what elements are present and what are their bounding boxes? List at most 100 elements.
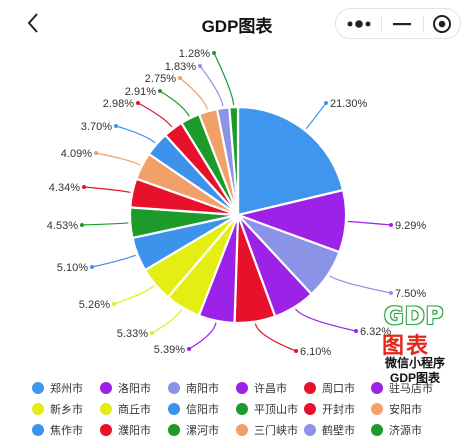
leader-dot-18 bbox=[212, 51, 216, 55]
mini-program-capsule bbox=[335, 8, 461, 39]
legend-marker-12 bbox=[371, 403, 383, 415]
leader-dot-8 bbox=[112, 302, 116, 306]
legend-item-3[interactable]: 南阳市 bbox=[168, 381, 219, 395]
legend-marker-2 bbox=[100, 382, 112, 394]
data-label-15: 2.91% bbox=[125, 86, 156, 98]
legend-item-14[interactable]: 濮阳市 bbox=[100, 423, 151, 437]
minimize-icon bbox=[393, 22, 411, 25]
legend-label-7: 新乡市 bbox=[50, 402, 83, 416]
logo-subtitle-line1: 微信小程序 bbox=[384, 356, 445, 370]
legend-item-9[interactable]: 信阳市 bbox=[168, 402, 219, 416]
data-label-1: 21.30% bbox=[330, 98, 368, 110]
legend-marker-8 bbox=[100, 403, 112, 415]
leader-dot-9 bbox=[90, 265, 94, 269]
leader-line-6 bbox=[188, 322, 217, 350]
data-label-17: 1.83% bbox=[165, 61, 196, 73]
legend-marker-3 bbox=[168, 382, 180, 394]
logo-subtitle-line2: GDP图表 bbox=[389, 371, 440, 385]
legend-label-16: 三门峡市 bbox=[254, 423, 298, 437]
legend-label-14: 濮阳市 bbox=[118, 423, 151, 437]
leader-line-9 bbox=[91, 254, 136, 268]
legend-marker-11 bbox=[304, 403, 316, 415]
legend-marker-4 bbox=[236, 382, 248, 394]
leader-line-13 bbox=[115, 125, 156, 144]
data-label-6: 5.39% bbox=[154, 344, 185, 356]
data-label-10: 4.53% bbox=[47, 220, 78, 232]
legend-item-7[interactable]: 新乡市 bbox=[32, 402, 83, 416]
legend-label-2: 洛阳市 bbox=[118, 381, 151, 395]
data-label-11: 4.34% bbox=[49, 182, 80, 194]
legend-item-17[interactable]: 鹤壁市 bbox=[304, 423, 355, 437]
legend-item-4[interactable]: 许昌市 bbox=[236, 381, 287, 395]
leader-dot-1 bbox=[324, 101, 328, 105]
logo-gdp-text: GDP bbox=[384, 302, 445, 330]
legend-label-6: 驻马店市 bbox=[389, 381, 433, 395]
leader-dot-4 bbox=[354, 329, 358, 333]
leader-line-16 bbox=[179, 77, 208, 110]
leader-line-4 bbox=[294, 308, 357, 332]
legend-label-9: 信阳市 bbox=[186, 402, 219, 416]
legend-label-11: 开封市 bbox=[322, 402, 355, 416]
leader-dot-13 bbox=[114, 124, 118, 128]
legend-marker-1 bbox=[32, 382, 44, 394]
legend-marker-13 bbox=[32, 424, 44, 436]
leader-dot-12 bbox=[94, 151, 98, 155]
leader-line-14 bbox=[137, 102, 173, 128]
leader-line-8 bbox=[113, 285, 155, 305]
legend-marker-15 bbox=[168, 424, 180, 436]
record-circle-icon bbox=[433, 14, 451, 33]
pie-slice-1[interactable] bbox=[236, 105, 345, 217]
legend-marker-5 bbox=[304, 382, 316, 394]
legend-item-18[interactable]: 济源市 bbox=[371, 423, 422, 437]
legend-label-4: 许昌市 bbox=[254, 381, 287, 395]
more-button[interactable] bbox=[339, 9, 379, 38]
legend-marker-10 bbox=[236, 403, 248, 415]
legend-item-5[interactable]: 周口市 bbox=[304, 381, 355, 395]
legend-item-11[interactable]: 开封市 bbox=[304, 402, 355, 416]
leader-line-17 bbox=[199, 65, 224, 107]
data-label-3: 7.50% bbox=[395, 288, 426, 300]
legend-item-1[interactable]: 郑州市 bbox=[32, 381, 83, 395]
leader-dot-10 bbox=[80, 223, 84, 227]
leader-line-2 bbox=[347, 220, 392, 226]
data-label-5: 6.10% bbox=[300, 346, 331, 358]
leader-dot-6 bbox=[187, 347, 191, 351]
leader-line-1 bbox=[305, 102, 327, 130]
legend-label-3: 南阳市 bbox=[186, 381, 219, 395]
leader-line-10 bbox=[81, 222, 129, 226]
legend-label-1: 郑州市 bbox=[50, 381, 83, 395]
legend-item-6[interactable]: 驻马店市 bbox=[371, 381, 433, 395]
legend-marker-16 bbox=[236, 424, 248, 436]
minimize-button[interactable] bbox=[382, 9, 422, 38]
leader-dot-15 bbox=[158, 89, 162, 93]
leader-dot-3 bbox=[389, 291, 393, 295]
legend-item-2[interactable]: 洛阳市 bbox=[100, 381, 151, 395]
legend-label-17: 鹤壁市 bbox=[322, 423, 355, 437]
data-label-7: 5.33% bbox=[117, 328, 148, 340]
legend-marker-18 bbox=[371, 424, 383, 436]
legend-item-12[interactable]: 安阳市 bbox=[371, 402, 422, 416]
legend-marker-17 bbox=[304, 424, 316, 436]
leader-line-11 bbox=[83, 186, 131, 194]
more-dots-icon bbox=[347, 19, 371, 28]
pie-slices bbox=[128, 105, 348, 325]
legend-item-8[interactable]: 商丘市 bbox=[100, 402, 151, 416]
leader-dot-17 bbox=[198, 64, 202, 68]
data-label-12: 4.09% bbox=[61, 148, 92, 160]
pie-slice-18[interactable] bbox=[228, 105, 240, 216]
legend-marker-7 bbox=[32, 403, 44, 415]
leader-line-15 bbox=[159, 90, 190, 117]
legend-marker-9 bbox=[168, 403, 180, 415]
legend-item-10[interactable]: 平顶山市 bbox=[236, 402, 298, 416]
legend-item-16[interactable]: 三门峡市 bbox=[236, 423, 298, 437]
back-button[interactable] bbox=[18, 8, 48, 38]
capsule-divider bbox=[423, 16, 424, 32]
leader-line-18 bbox=[213, 52, 235, 106]
data-label-8: 5.26% bbox=[79, 299, 110, 311]
close-button[interactable] bbox=[422, 9, 462, 38]
leader-dot-11 bbox=[82, 185, 86, 189]
legend-item-13[interactable]: 焦作市 bbox=[32, 423, 83, 437]
leader-dot-14 bbox=[136, 101, 140, 105]
legend-item-15[interactable]: 漯河市 bbox=[168, 423, 219, 437]
